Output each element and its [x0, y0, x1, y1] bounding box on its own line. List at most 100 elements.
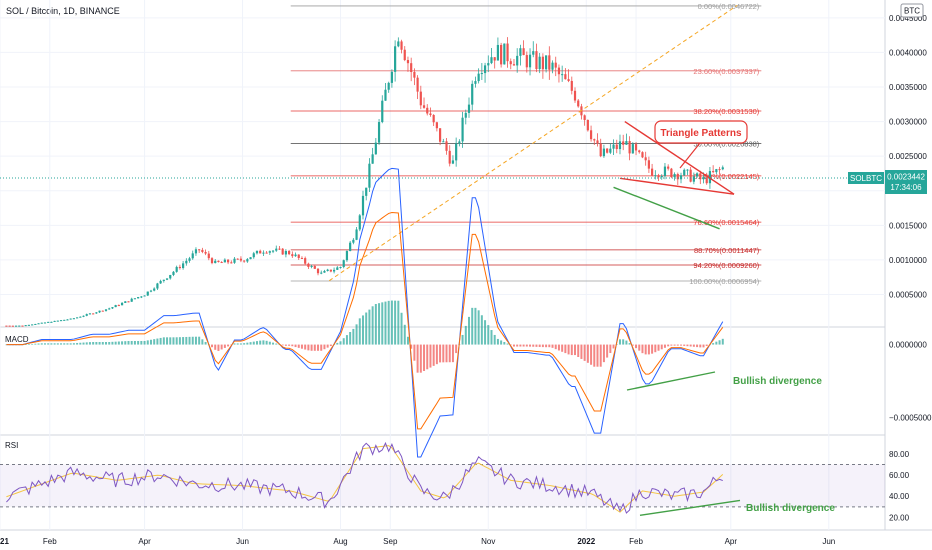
fib-label: 61.80%(0.0022145): [693, 172, 759, 181]
macd-histogram-bar: [715, 341, 718, 345]
candle-body: [422, 105, 426, 108]
macd-histogram-bar: [557, 344, 560, 351]
macd-histogram-bar: [288, 344, 291, 346]
candle-body: [133, 298, 137, 300]
candle-body: [69, 318, 72, 320]
macd-histogram-bar: [246, 342, 249, 345]
candle-body: [448, 150, 451, 164]
candle-body: [300, 257, 304, 259]
macd-histogram-bar: [262, 340, 265, 345]
candle-body: [673, 174, 676, 178]
rsi-band: [0, 464, 885, 507]
fib-label: 100.00%(0.0006954): [689, 277, 760, 286]
x-tick-label: 2022: [577, 537, 595, 546]
macd-histogram-bar: [304, 344, 307, 350]
candle-body: [291, 254, 294, 257]
macd-histogram-bar: [442, 344, 445, 363]
macd-histogram-bar: [680, 344, 683, 346]
candle-body: [397, 41, 400, 47]
currency-badge[interactable]: BTC: [904, 7, 920, 16]
candle-body: [146, 291, 149, 296]
macd-tick-label: 0.0000000: [889, 341, 927, 350]
candle-body: [185, 260, 188, 264]
macd-histogram-bar: [413, 344, 416, 361]
rsi-line: [6, 441, 723, 514]
candle-body: [243, 260, 246, 262]
y-tick-label: 0.0035000: [889, 83, 927, 92]
candle-body: [528, 54, 532, 68]
macd-histogram-bar: [461, 334, 464, 345]
macd-histogram-bar: [660, 344, 663, 350]
candle-body: [101, 310, 104, 312]
countdown: 17:34:06: [890, 183, 922, 192]
macd-histogram-bar: [178, 337, 181, 345]
rsi-tick-label: 20.00: [889, 513, 910, 522]
candle-body: [137, 297, 140, 299]
triangle-upper-line: [624, 120, 735, 195]
candle-body: [53, 320, 56, 322]
macd-histogram-bar: [188, 336, 191, 345]
macd-histogram-bar: [609, 344, 612, 354]
macd-histogram-bar: [307, 344, 310, 351]
candle-body: [516, 55, 519, 66]
candle-body: [567, 79, 570, 81]
macd-histogram-bar: [490, 330, 493, 345]
candle-body: [474, 81, 477, 84]
macd-histogram-bar: [657, 344, 660, 351]
macd-histogram-bar: [60, 343, 63, 345]
candle-body: [458, 141, 461, 144]
macd-histogram-bar: [647, 344, 650, 355]
macd-histogram-bar: [72, 343, 75, 345]
macd-histogram-bar: [182, 337, 185, 345]
candle-body: [75, 317, 79, 319]
candle-body: [638, 150, 641, 153]
candle-body: [271, 250, 275, 252]
macd-histogram-bar: [387, 300, 390, 345]
macd-histogram-bar: [88, 342, 91, 345]
macd-histogram-bar: [342, 338, 345, 345]
macd-histogram-bar: [378, 303, 381, 345]
candle-body: [85, 314, 88, 316]
time-axis: 2021 Feb Apr Jun Aug Sep Nov 2022 Feb Apr Jun: [0, 537, 835, 546]
macd-histogram-bar: [400, 312, 403, 345]
candle-body: [683, 169, 686, 176]
macd-histogram-bar: [153, 339, 156, 345]
candle-body: [182, 263, 185, 269]
macd-histogram-bar: [249, 342, 252, 345]
candle-body: [336, 267, 339, 270]
macd-histogram-bar: [204, 341, 207, 345]
candle-body: [230, 262, 233, 264]
macd-histogram-bar: [480, 315, 483, 345]
candle-body: [11, 325, 14, 327]
macd-histogram-bar: [509, 344, 512, 346]
candle-body: [554, 62, 557, 68]
candle-body: [438, 128, 442, 142]
candle-body: [660, 176, 663, 178]
macd-histogram-bar: [577, 344, 580, 358]
candle-body: [111, 307, 114, 309]
macd-histogram-bar: [432, 344, 435, 366]
macd-histogram-bar: [111, 341, 114, 345]
candle-body: [329, 269, 332, 272]
macd-histogram-bar: [606, 344, 609, 358]
macd-histogram-bar: [223, 344, 226, 348]
macd-histogram-bar: [496, 338, 499, 345]
candle-body: [92, 313, 95, 315]
candle-body: [519, 48, 522, 56]
candle-body: [612, 144, 615, 149]
candle-body: [487, 63, 490, 66]
candle-body: [577, 100, 580, 107]
rsi-tick-label: 60.00: [889, 471, 910, 480]
macd-tick-label: −0.0005000: [889, 413, 932, 422]
candle-body: [365, 187, 368, 196]
candle-body: [21, 325, 24, 327]
macd-histogram-bar: [320, 344, 323, 351]
macd-histogram-bar: [236, 343, 239, 345]
macd-histogram-bar: [564, 344, 567, 354]
candle-body: [124, 301, 127, 303]
macd-histogram-bar: [130, 340, 133, 345]
candle-body: [413, 72, 416, 78]
macd-histogram-bar: [345, 335, 348, 345]
macd-histogram-bar: [554, 344, 557, 350]
